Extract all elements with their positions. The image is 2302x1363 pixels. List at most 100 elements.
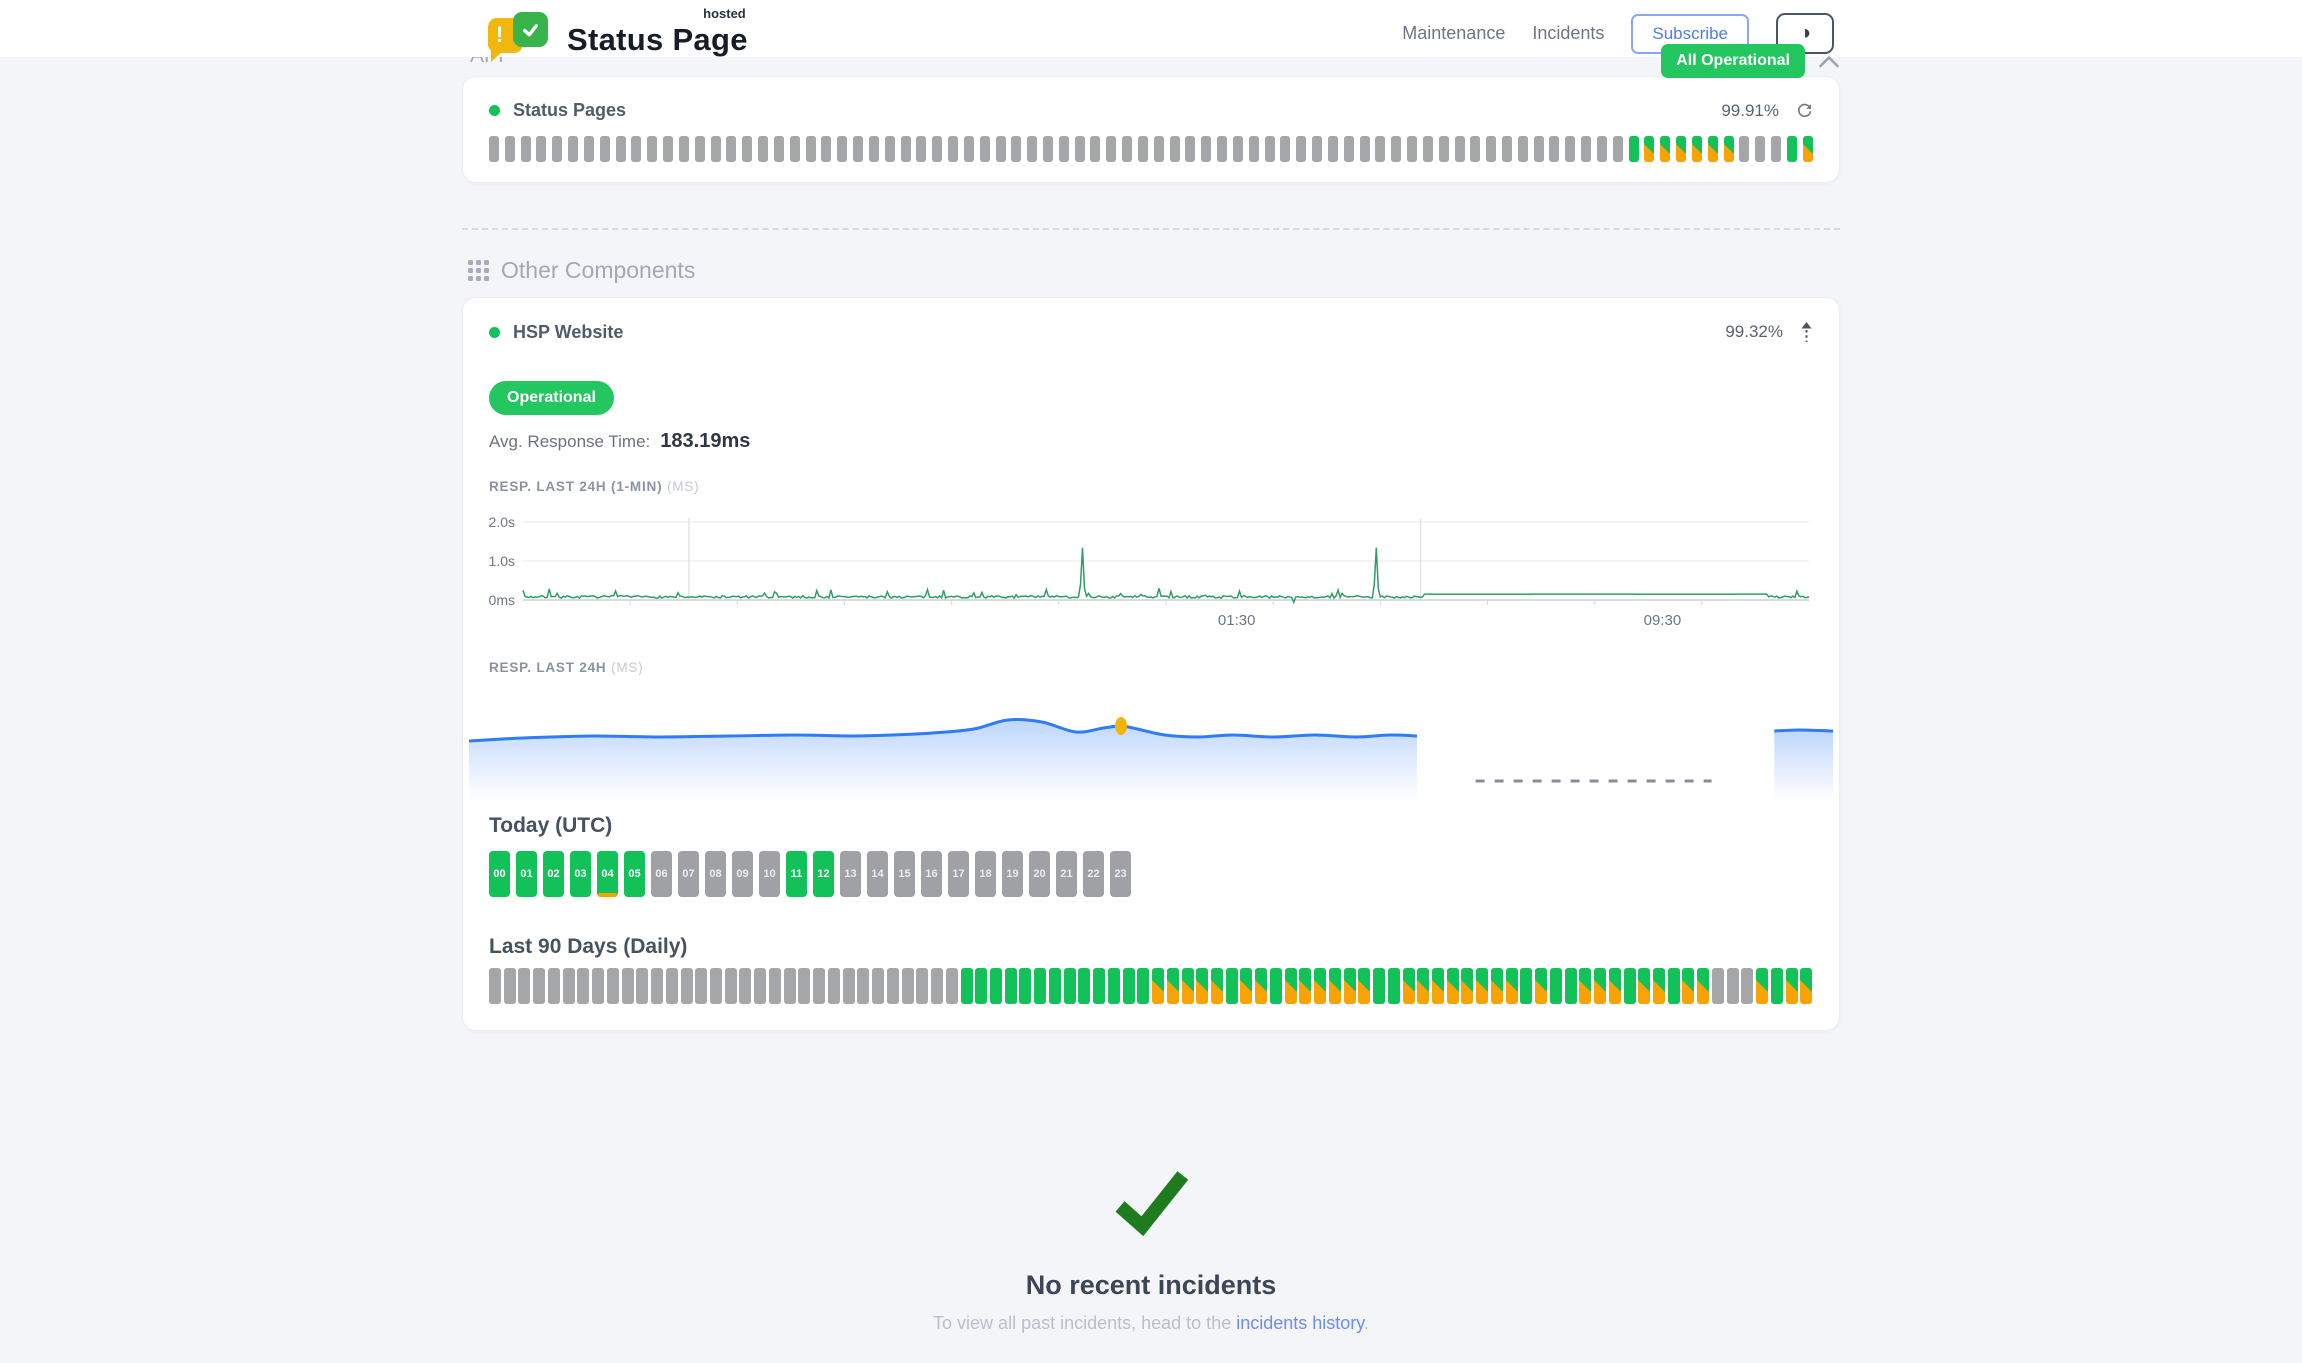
daily-uptime-bar[interactable] <box>1048 968 1061 1004</box>
hour-box[interactable]: 02 <box>543 851 564 897</box>
daily-uptime-bar[interactable] <box>577 968 590 1004</box>
daily-uptime-bar[interactable] <box>945 968 958 1004</box>
hour-box[interactable]: 13 <box>840 851 861 897</box>
uptime-bar[interactable] <box>1185 136 1196 162</box>
uptime-bar[interactable] <box>1011 136 1022 162</box>
uptime-bar[interactable] <box>1343 136 1354 162</box>
nav-maintenance[interactable]: Maintenance <box>1402 23 1506 43</box>
chevron-up-icon[interactable] <box>1818 54 1840 69</box>
daily-uptime-bar[interactable] <box>1785 968 1798 1004</box>
daily-uptime-bar[interactable] <box>1653 968 1666 1004</box>
hour-box[interactable]: 06 <box>651 851 672 897</box>
uptime-bar[interactable] <box>1422 136 1433 162</box>
daily-uptime-bar[interactable] <box>1299 968 1312 1004</box>
daily-uptime-bar[interactable] <box>1152 968 1165 1004</box>
hour-box[interactable]: 07 <box>678 851 699 897</box>
uptime-bar[interactable] <box>1042 136 1053 162</box>
daily-uptime-bar[interactable] <box>857 968 870 1004</box>
uptime-bar[interactable] <box>821 136 832 162</box>
uptime-bar[interactable] <box>1407 136 1418 162</box>
daily-uptime-bar[interactable] <box>651 968 664 1004</box>
uptime-bar[interactable] <box>520 136 531 162</box>
uptime-bar[interactable] <box>1802 136 1813 162</box>
daily-uptime-bar[interactable] <box>1711 968 1724 1004</box>
daily-uptime-bar[interactable] <box>636 968 649 1004</box>
uptime-bar[interactable] <box>789 136 800 162</box>
daily-uptime-bar[interactable] <box>724 968 737 1004</box>
uptime-bar[interactable] <box>1676 136 1687 162</box>
daily-uptime-bar[interactable] <box>872 968 885 1004</box>
uptime-bar[interactable] <box>552 136 563 162</box>
uptime-bar[interactable] <box>1581 136 1592 162</box>
daily-uptime-bar[interactable] <box>1284 968 1297 1004</box>
daily-uptime-bar[interactable] <box>1726 968 1739 1004</box>
daily-uptime-bar[interactable] <box>1402 968 1415 1004</box>
uptime-bar[interactable] <box>773 136 784 162</box>
hour-box[interactable]: 10 <box>759 851 780 897</box>
hour-box[interactable]: 18 <box>975 851 996 897</box>
uptime-bar[interactable] <box>1027 136 1038 162</box>
hour-box[interactable]: 01 <box>516 851 537 897</box>
daily-uptime-bar[interactable] <box>1623 968 1636 1004</box>
uptime-bar[interactable] <box>853 136 864 162</box>
uptime-bar[interactable] <box>1359 136 1370 162</box>
uptime-bar[interactable] <box>1660 136 1671 162</box>
daily-uptime-bar[interactable] <box>1210 968 1223 1004</box>
uptime-bar[interactable] <box>726 136 737 162</box>
uptime-bar[interactable] <box>631 136 642 162</box>
daily-uptime-bar[interactable] <box>1107 968 1120 1004</box>
uptime-bar[interactable] <box>583 136 594 162</box>
daily-uptime-bar[interactable] <box>1328 968 1341 1004</box>
daily-uptime-bar[interactable] <box>1432 968 1444 1004</box>
daily-uptime-bar[interactable] <box>621 968 634 1004</box>
daily-uptime-bar[interactable] <box>710 968 723 1004</box>
uptime-bar[interactable] <box>1549 136 1560 162</box>
uptime-bar[interactable] <box>1248 136 1259 162</box>
uptime-bar[interactable] <box>916 136 927 162</box>
uptime-bar[interactable] <box>1137 136 1148 162</box>
daily-uptime-bar[interactable] <box>960 968 973 1004</box>
hour-box[interactable]: 11 <box>786 851 807 897</box>
hour-box[interactable]: 14 <box>867 851 888 897</box>
daily-uptime-bar[interactable] <box>1093 968 1106 1004</box>
daily-uptime-bar[interactable] <box>1255 968 1268 1004</box>
daily-uptime-bar[interactable] <box>783 968 796 1004</box>
uptime-bar[interactable] <box>868 136 879 162</box>
uptime-bar[interactable] <box>1106 136 1117 162</box>
daily-uptime-bar[interactable] <box>665 968 678 1004</box>
uptime-bar[interactable] <box>1644 136 1655 162</box>
hour-box[interactable]: 08 <box>705 851 726 897</box>
daily-uptime-bar[interactable] <box>1343 968 1356 1004</box>
uptime-bar[interactable] <box>758 136 769 162</box>
uptime-bar[interactable] <box>1058 136 1069 162</box>
daily-uptime-bar[interactable] <box>739 968 752 1004</box>
daily-uptime-bar[interactable] <box>1225 968 1238 1004</box>
daily-uptime-bar[interactable] <box>1608 968 1621 1004</box>
hour-box[interactable]: 22 <box>1083 851 1104 897</box>
uptime-bar[interactable] <box>1074 136 1085 162</box>
daily-uptime-bar[interactable] <box>1240 968 1253 1004</box>
uptime-bar[interactable] <box>979 136 990 162</box>
uptime-bar[interactable] <box>599 136 610 162</box>
uptime-bar[interactable] <box>932 136 943 162</box>
hour-box[interactable]: 12 <box>813 851 834 897</box>
hour-box[interactable]: 04 <box>597 851 618 897</box>
uptime-bar[interactable] <box>678 136 689 162</box>
uptime-bar[interactable] <box>615 136 626 162</box>
daily-uptime-bar[interactable] <box>1549 968 1562 1004</box>
daily-uptime-bar[interactable] <box>989 968 1002 1004</box>
daily-uptime-bar[interactable] <box>1314 968 1327 1004</box>
uptime-bar[interactable] <box>1723 136 1734 162</box>
daily-uptime-bar[interactable] <box>1756 968 1769 1004</box>
uptime-bar[interactable] <box>1755 136 1766 162</box>
uptime-bar[interactable] <box>1612 136 1623 162</box>
hour-box[interactable]: 23 <box>1110 851 1131 897</box>
hour-box[interactable]: 05 <box>624 851 645 897</box>
daily-uptime-bar[interactable] <box>533 968 546 1004</box>
uptime-bar[interactable] <box>1312 136 1323 162</box>
uptime-bar[interactable] <box>568 136 579 162</box>
uptime-bar[interactable] <box>1169 136 1180 162</box>
uptime-bar[interactable] <box>1201 136 1212 162</box>
uptime-bar[interactable] <box>1565 136 1576 162</box>
daily-uptime-bar[interactable] <box>1800 968 1813 1004</box>
